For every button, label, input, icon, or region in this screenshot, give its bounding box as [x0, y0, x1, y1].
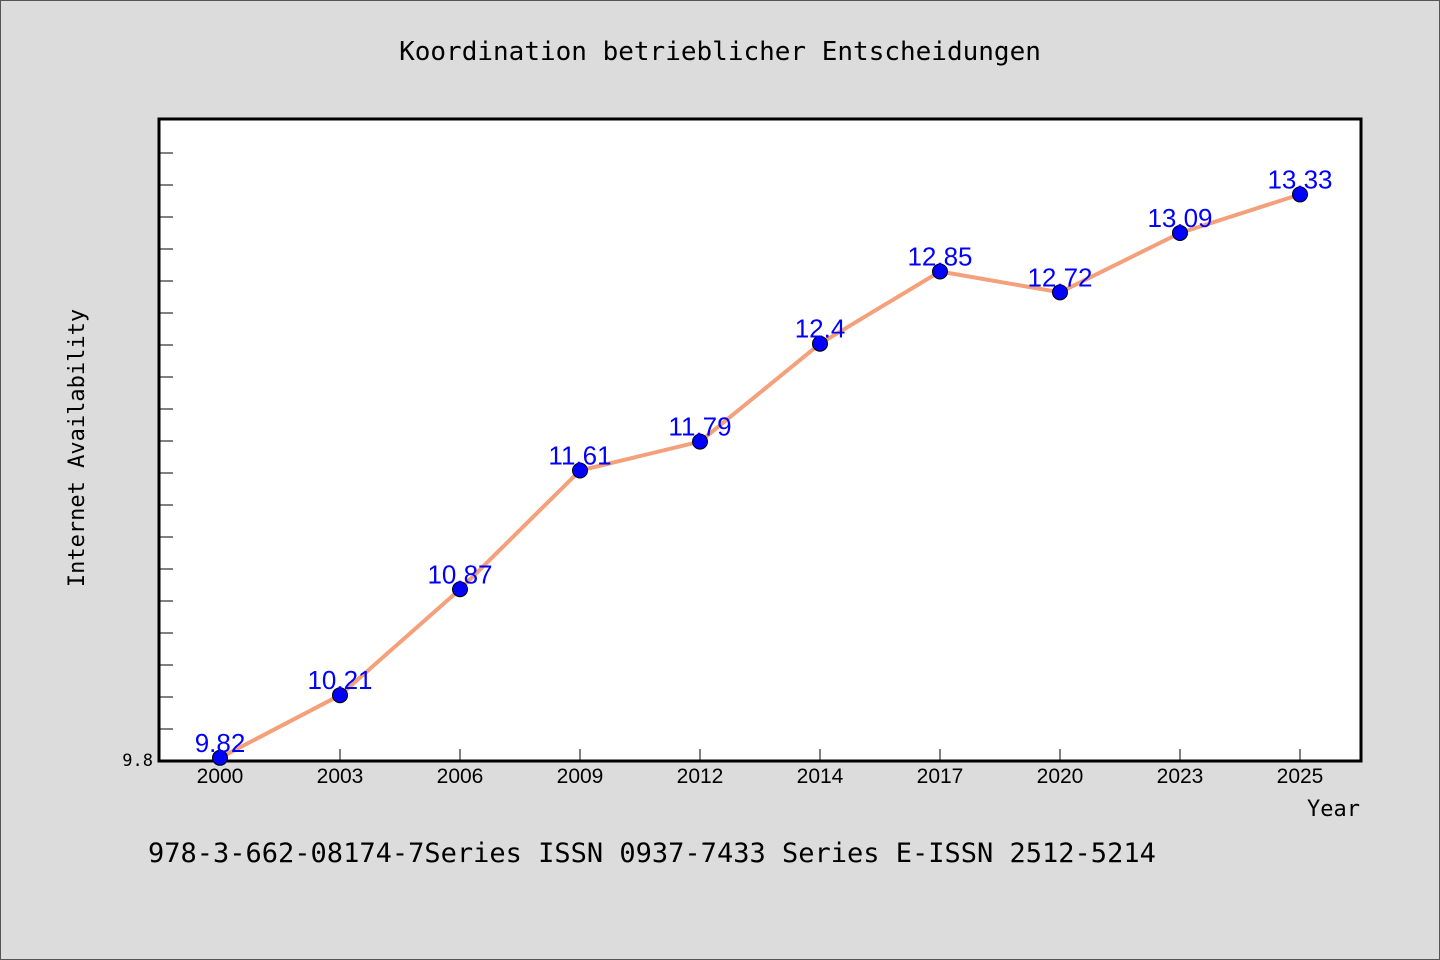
x-tick-label: 2009 [557, 765, 604, 788]
x-tick-label: 2006 [437, 765, 484, 788]
data-label: 13.09 [1147, 203, 1212, 233]
data-label: 12.4 [795, 314, 846, 344]
series-line [218, 192, 1302, 760]
x-tick-label: 2017 [917, 765, 964, 788]
footer-text: 978-3-662-08174-7Series ISSN 0937-7433 S… [148, 838, 1156, 869]
x-axis-label: Year [1307, 797, 1360, 822]
data-label: 12.85 [907, 241, 972, 271]
data-labels: 9.82 10.21 10.87 11.61 11.79 12.4 12.85 12.72 13… [195, 164, 1333, 757]
data-point [1172, 224, 1188, 241]
data-label: 11.79 [668, 412, 731, 442]
data-point [1292, 186, 1308, 203]
data-points [212, 186, 1308, 766]
chart-title: Koordination betrieblicher Entscheidunge… [399, 37, 1041, 67]
x-tick-label: 2025 [1277, 765, 1324, 788]
data-point [452, 581, 468, 598]
data-point [332, 687, 348, 704]
data-label: 10.21 [307, 665, 372, 695]
data-label: 12.72 [1027, 262, 1092, 292]
plot-area [157, 117, 1363, 763]
data-point [1052, 284, 1068, 301]
x-tick-label: 2020 [1037, 765, 1084, 788]
data-label: 13.33 [1267, 164, 1332, 194]
data-point [572, 462, 588, 479]
data-point [212, 749, 228, 766]
x-ticks: 2000 2003 2006 2009 2012 2014 2017 2020 2023 2025 [197, 749, 1324, 788]
y-axis-label: Internet Availability [65, 309, 90, 587]
x-tick-label: 2014 [797, 765, 844, 788]
x-tick-label: 2012 [677, 765, 724, 788]
x-tick-label: 2000 [197, 765, 244, 788]
y-tick-label: 9.8 [122, 751, 153, 771]
data-label: 9.82 [195, 728, 246, 758]
y-minor-ticks [159, 152, 173, 730]
data-point [812, 335, 828, 352]
data-point [692, 433, 708, 450]
data-point [932, 263, 948, 280]
x-tick-label: 2003 [317, 765, 364, 788]
data-label: 10.87 [427, 559, 492, 589]
x-tick-label: 2023 [1157, 765, 1204, 788]
data-label: 11.61 [548, 440, 611, 470]
